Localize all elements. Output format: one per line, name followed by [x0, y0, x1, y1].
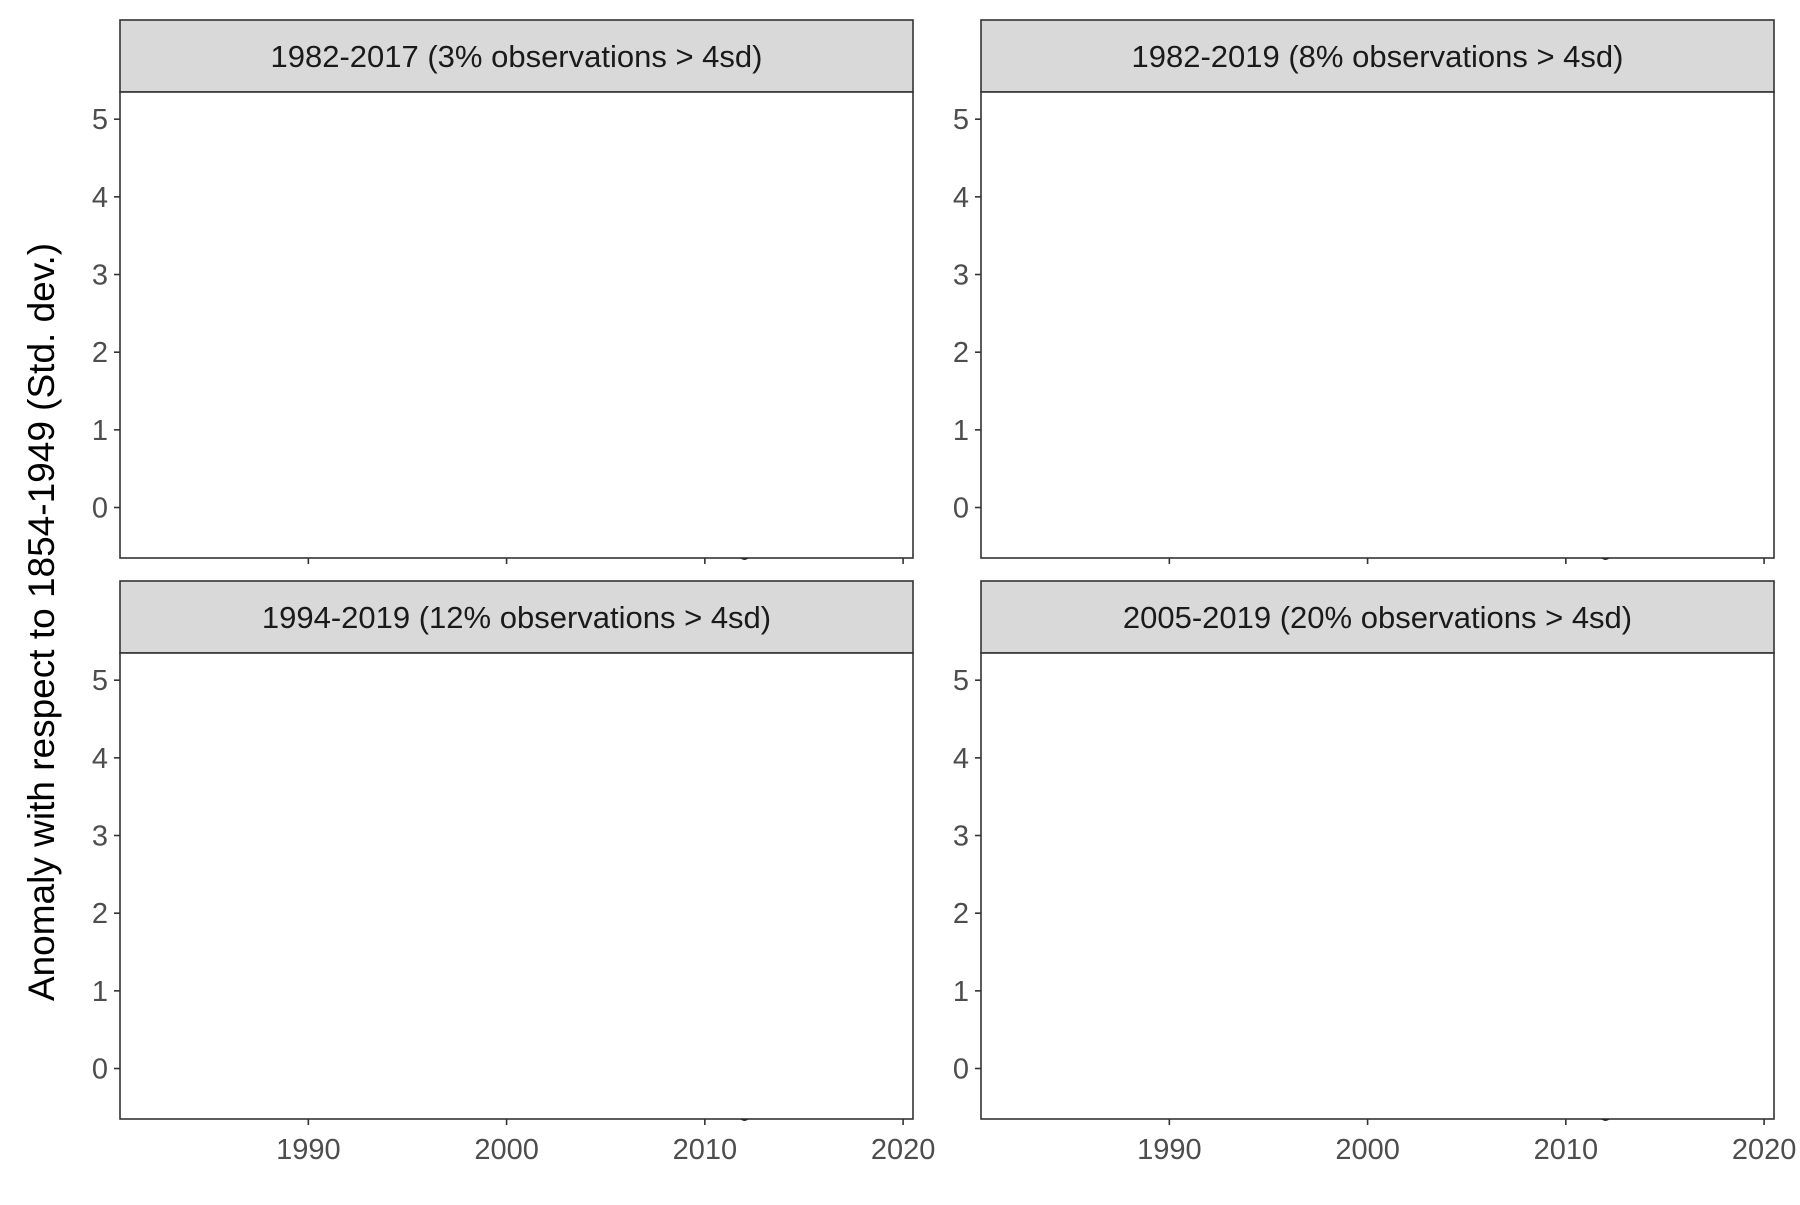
y-tick-label: 4	[92, 743, 108, 775]
y-tick-label: 0	[953, 493, 969, 525]
y-tick-label: 1	[953, 415, 969, 447]
y-tick-label: 5	[953, 104, 969, 136]
x-tick-label: 2020	[1732, 1134, 1797, 1166]
x-tick-label: 2020	[871, 1134, 936, 1166]
facet-strip	[980, 19, 1775, 93]
y-tick-label: 1	[92, 415, 108, 447]
y-tick-label: 0	[92, 1054, 108, 1086]
y-tick-label: 2	[953, 898, 969, 930]
facet-strip	[119, 580, 914, 654]
y-tick-label: 0	[92, 493, 108, 525]
y-tick-label: 4	[953, 743, 969, 775]
y-tick-label: 5	[953, 665, 969, 697]
facet-panel: 1982-2019 (8% observations > 4sd) 0 1 2 3 4 5	[953, 19, 1775, 564]
x-tick-label: 2000	[474, 1134, 539, 1166]
y-tick-label: 5	[92, 665, 108, 697]
panel-border	[119, 91, 914, 559]
y-tick-label: 3	[92, 260, 108, 292]
y-tick-label: 1	[92, 976, 108, 1008]
panel-border	[980, 652, 1775, 1120]
x-tick-label: 1990	[276, 1134, 341, 1166]
facet-title: 1982-2017 (3% observations > 4sd)	[270, 39, 762, 74]
y-axis-title: Anomaly with respect to 1854-1949 (Std. …	[21, 243, 62, 1001]
facet-title: 2005-2019 (20% observations > 4sd)	[1123, 600, 1632, 635]
y-tick-label: 1	[953, 976, 969, 1008]
facet-panel: 2005-2019 (20% observations > 4sd) 0 1 2 3 4 5…	[953, 580, 1797, 1166]
y-tick-label: 0	[953, 1054, 969, 1086]
x-tick-label: 1990	[1137, 1134, 1202, 1166]
panel-border	[980, 91, 1775, 559]
y-tick-label: 3	[953, 260, 969, 292]
x-tick-label: 2000	[1335, 1134, 1400, 1166]
y-tick-label: 2	[92, 337, 108, 369]
facet-panel: 1994-2019 (12% observations > 4sd) 0 1 2 3 4 5…	[92, 580, 936, 1166]
y-tick-label: 3	[953, 821, 969, 853]
facet-panel: 1982-2017 (3% observations > 4sd) 0 1 2 3 4 5	[92, 19, 914, 564]
y-tick-label: 3	[92, 821, 108, 853]
facet-strip	[980, 580, 1775, 654]
y-tick-label: 4	[953, 182, 969, 214]
x-tick-label: 2010	[1534, 1134, 1599, 1166]
panel-border	[119, 652, 914, 1120]
facet-title: 1982-2019 (8% observations > 4sd)	[1131, 39, 1623, 74]
facet-strip	[119, 19, 914, 93]
y-tick-label: 5	[92, 104, 108, 136]
facet-title: 1994-2019 (12% observations > 4sd)	[262, 600, 771, 635]
y-tick-label: 4	[92, 182, 108, 214]
y-tick-label: 2	[92, 898, 108, 930]
x-tick-label: 2010	[673, 1134, 738, 1166]
y-tick-label: 2	[953, 337, 969, 369]
